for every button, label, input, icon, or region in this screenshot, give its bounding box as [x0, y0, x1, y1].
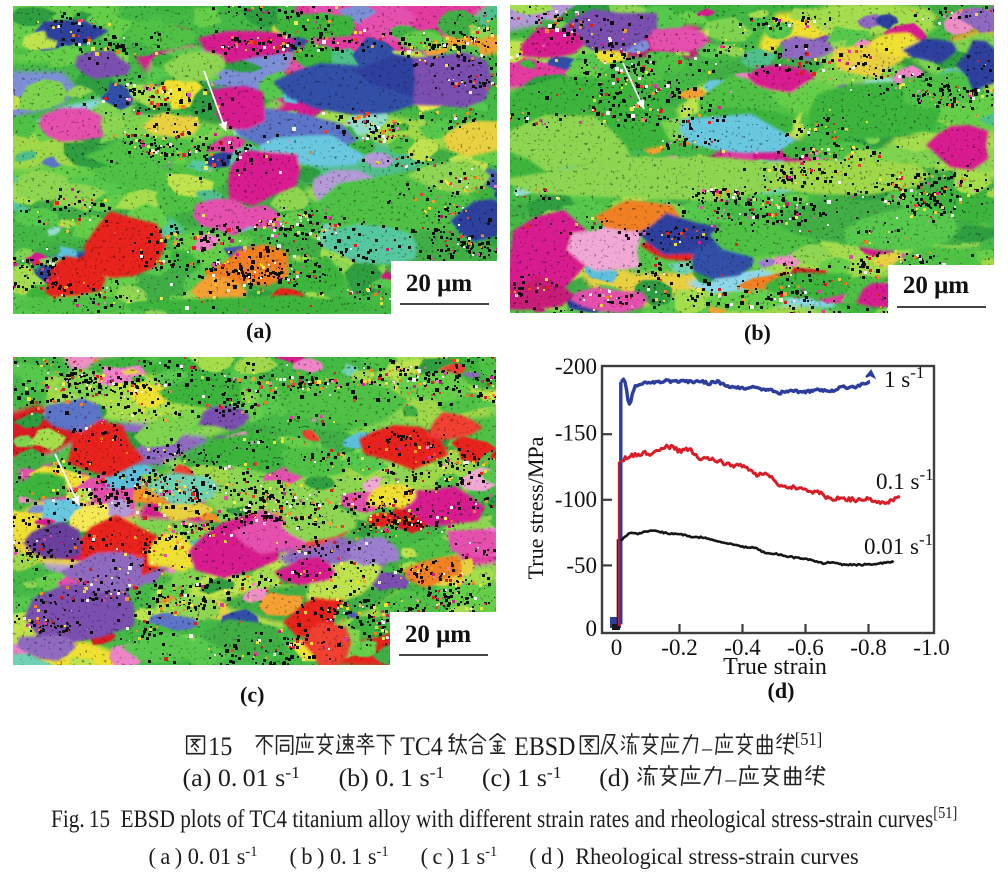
svg-text:(d): (d) — [768, 678, 795, 703]
svg-text:0.1 s-1: 0.1 s-1 — [876, 465, 934, 494]
svg-text:-200: -200 — [555, 354, 597, 379]
svg-text:-1.0: -1.0 — [913, 635, 949, 660]
svg-text:True stress/MPa: True stress/MPa — [523, 436, 548, 579]
svg-text:20 μm: 20 μm — [405, 621, 471, 648]
svg-text:-0.8: -0.8 — [850, 635, 886, 660]
svg-text:0: 0 — [611, 635, 623, 660]
svg-text:-150: -150 — [555, 421, 597, 446]
svg-text:20 μm: 20 μm — [903, 272, 969, 299]
svg-text:-0.2: -0.2 — [661, 635, 697, 660]
svg-text:True strain: True strain — [723, 654, 827, 680]
svg-text:1 s-1: 1 s-1 — [884, 363, 924, 392]
svg-text:0: 0 — [586, 616, 598, 641]
svg-text:-100: -100 — [555, 487, 597, 512]
svg-text:-50: -50 — [566, 553, 597, 578]
svg-text:-0.6: -0.6 — [787, 635, 823, 660]
svg-text:-0.4: -0.4 — [724, 635, 761, 660]
svg-text:20 μm: 20 μm — [406, 270, 472, 297]
